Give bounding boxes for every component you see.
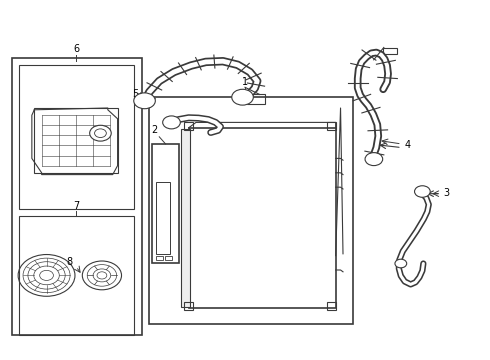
Circle shape [415,186,430,197]
Text: 2: 2 [151,125,157,135]
Bar [12,58,142,335]
Bar [19,216,134,335]
Circle shape [232,89,253,105]
Circle shape [134,93,155,109]
Text: 1: 1 [242,77,248,87]
Bar [149,97,353,324]
Circle shape [90,125,111,141]
Bar [247,94,265,104]
Bar [19,65,134,209]
Text: 4: 4 [404,140,410,150]
Bar [184,122,193,130]
Circle shape [365,153,383,166]
Text: 3: 3 [443,188,450,198]
Bar [189,128,336,308]
Text: 7: 7 [73,201,79,211]
Bar [327,122,336,130]
Bar [156,256,163,260]
Circle shape [163,116,180,129]
Bar [165,256,172,260]
Bar [181,129,190,307]
Bar [156,182,170,254]
Text: 5: 5 [132,89,138,99]
Bar [184,302,193,310]
Bar [34,108,118,173]
Circle shape [395,259,407,268]
Bar [383,48,397,54]
Text: 6: 6 [73,44,79,54]
Bar [152,144,179,263]
Text: 8: 8 [67,257,73,267]
Bar [327,302,336,310]
